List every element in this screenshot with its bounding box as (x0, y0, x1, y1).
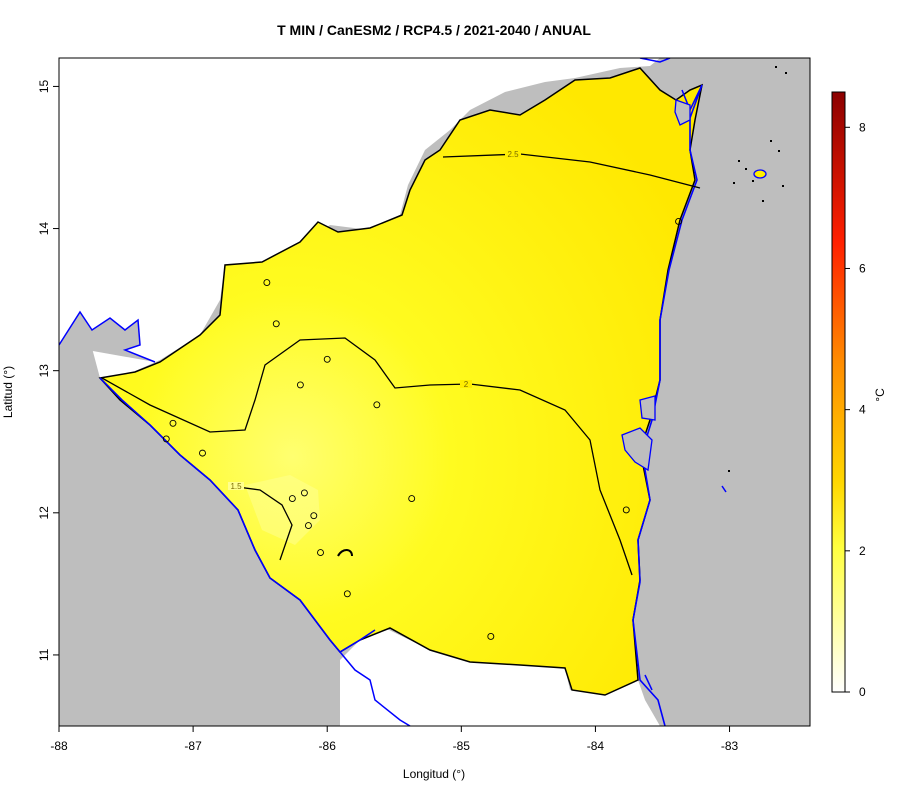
y-tick-label: 11 (37, 648, 51, 661)
station-marker (304, 522, 312, 530)
corn-islands (721, 485, 727, 493)
colorbar-ticks: 0 2 4 6 8 (845, 120, 866, 699)
station-marker (675, 217, 683, 225)
station-marker (162, 435, 170, 443)
contour-label-1-5: 1.5 (230, 482, 242, 491)
x-tick-label: -86 (319, 739, 337, 753)
contour-label-bg (505, 150, 521, 158)
station-marker (300, 489, 308, 497)
colorbar-tick-label: 0 (859, 685, 866, 699)
gulf-of-fonseca (59, 310, 156, 363)
plot-area: 2.5 2 1.5 (59, 58, 810, 726)
x-tick-label: -84 (587, 739, 605, 753)
colorbar-tick-label: 6 (859, 261, 866, 275)
honduras-area (59, 58, 660, 380)
contour-2 (101, 337, 633, 576)
colorbar (831, 91, 846, 693)
station-marker (272, 320, 280, 328)
x-tick-label: -85 (453, 739, 471, 753)
station-marker (343, 590, 351, 598)
y-tick-label: 13 (37, 364, 51, 378)
contour-label-bg (228, 482, 244, 490)
station-marker (288, 495, 296, 503)
station-markers (162, 217, 683, 640)
x-tick-label: -83 (721, 739, 739, 753)
y-axis: 11 12 13 14 15 (37, 79, 59, 661)
station-marker (408, 495, 416, 503)
x-axis: -88 -87 -86 -85 -84 -83 (50, 726, 739, 753)
y-axis-label: Latitud (°) (1, 366, 15, 418)
lagoon-pearl (621, 427, 653, 472)
caribbean-sea (640, 58, 810, 726)
contour-2-5 (442, 153, 701, 189)
colorbar-tick-label: 2 (859, 544, 866, 558)
y-tick-label: 14 (37, 222, 51, 236)
station-marker (622, 506, 630, 514)
x-tick-label: -88 (50, 739, 68, 753)
station-marker (199, 449, 206, 457)
plot-frame (58, 57, 811, 727)
colorbar-tick-label: 8 (859, 120, 866, 134)
station-marker (487, 633, 495, 640)
station-marker (310, 512, 318, 520)
costa-rica-area (340, 628, 660, 726)
station-marker (263, 279, 271, 287)
x-axis-label: Longitud (°) (403, 767, 465, 781)
y-tick-label: 12 (37, 506, 51, 520)
station-marker (373, 401, 381, 409)
contour-label-2: 2 (464, 380, 469, 389)
station-marker (323, 355, 331, 363)
chart-title: T MIN / CanESM2 / RCP4.5 / 2021-2040 / A… (277, 22, 591, 38)
contour-label-bg (460, 380, 472, 388)
station-marker (317, 549, 324, 557)
y-tick-label: 15 (37, 79, 51, 93)
contour-label-2-5: 2.5 (507, 150, 519, 159)
lagoon-north (674, 99, 691, 126)
x-tick-label: -87 (184, 739, 202, 753)
lagoon-small (639, 395, 656, 421)
station-marker (296, 381, 304, 389)
colorbar-tick-label: 4 (859, 403, 866, 417)
contour-small (337, 549, 353, 557)
island-east (753, 169, 767, 179)
station-marker (169, 419, 177, 427)
contour-1-5 (229, 485, 293, 561)
south-coast (339, 651, 653, 726)
cays (728, 66, 787, 472)
colorbar-unit-label: °C (873, 388, 887, 402)
